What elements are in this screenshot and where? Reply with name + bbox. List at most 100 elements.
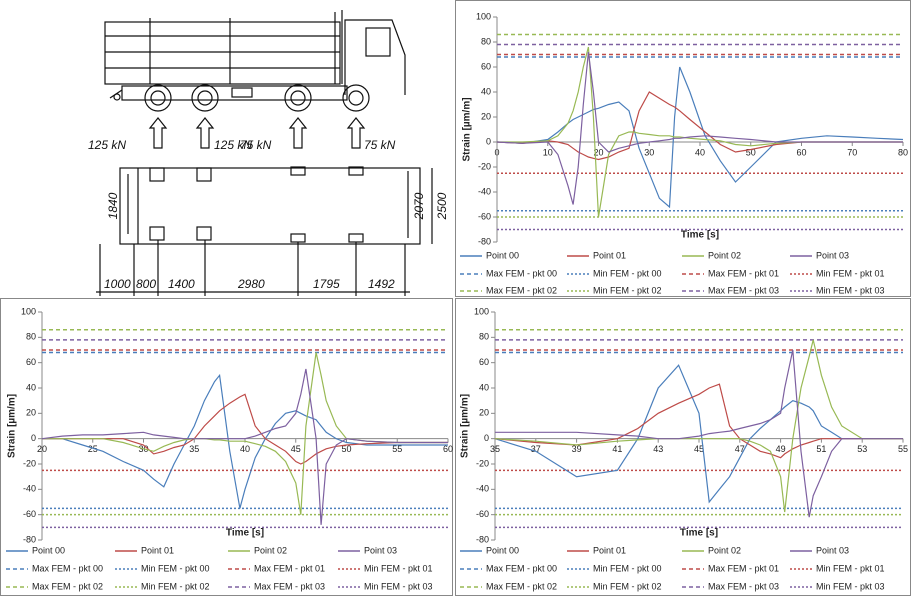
legend-label: Point 02 — [254, 545, 287, 555]
legend-label: Point 03 — [816, 545, 849, 555]
cargo-body — [105, 22, 340, 84]
y-tick-label: 80 — [26, 332, 36, 342]
x-tick-label: 45 — [291, 444, 301, 454]
wheel-pad — [349, 234, 363, 242]
x-tick-label: 35 — [189, 444, 199, 454]
x-tick-label: 60 — [796, 147, 806, 157]
figure: 125 kN 125 kN 75 kN 75 kN 1840 2070 2500… — [0, 0, 911, 596]
load-arrow — [197, 118, 213, 148]
y-axis-title: Strain [µm/m] — [462, 97, 473, 161]
legend-label: Min FEM - pkt 03 — [816, 285, 885, 295]
dim-label: 1795 — [313, 277, 340, 291]
legend-label: Point 01 — [593, 545, 626, 555]
wheel-pad — [197, 227, 211, 240]
legend-label: Min FEM - pkt 01 — [816, 268, 885, 278]
legend-label: Max FEM - pkt 01 — [708, 268, 779, 278]
load-arrow — [150, 118, 166, 148]
legend-label: Min FEM - pkt 02 — [593, 581, 662, 591]
legend-label: Max FEM - pkt 02 — [486, 285, 557, 295]
y-tick-label: -20 — [23, 458, 36, 468]
legend-label: Point 02 — [708, 250, 741, 260]
x-axis-title: Time [s] — [680, 528, 718, 539]
x-tick-label: 10 — [543, 147, 553, 157]
x-axis-title: Time [s] — [226, 528, 264, 539]
dim-label: 2500 — [435, 192, 449, 220]
wheel — [285, 85, 311, 111]
dim-label: 800 — [136, 277, 156, 291]
cab-window — [366, 28, 390, 56]
y-tick-label: -40 — [478, 186, 491, 196]
y-tick-label: 100 — [476, 11, 491, 21]
dim-label: 1000 — [104, 277, 131, 291]
legend-label: Point 00 — [486, 545, 519, 555]
wheel-pad — [150, 227, 164, 240]
wheel-pad — [291, 234, 305, 242]
legend-label: Min FEM - pkt 01 — [816, 563, 885, 573]
legend-label: Max FEM - pkt 02 — [486, 581, 557, 591]
legend-label: Min FEM - pkt 02 — [593, 285, 662, 295]
x-tick-label: 40 — [240, 444, 250, 454]
y-tick-label: -60 — [478, 211, 491, 221]
legend-label: Min FEM - pkt 01 — [364, 563, 433, 573]
y-tick-label: 20 — [479, 408, 489, 418]
x-axis-title: Time [s] — [681, 230, 719, 241]
y-tick-label: 80 — [481, 36, 491, 46]
x-tick-label: 40 — [695, 147, 705, 157]
legend-label: Max FEM - pkt 00 — [486, 268, 557, 278]
cab — [345, 20, 405, 95]
tank — [232, 88, 252, 97]
y-tick-label: -60 — [476, 509, 489, 519]
legend-label: Min FEM - pkt 00 — [593, 268, 662, 278]
y-tick-label: 0 — [484, 433, 489, 443]
wheel — [145, 85, 171, 111]
legend-label: Point 00 — [32, 545, 65, 555]
load-arrow — [348, 118, 364, 148]
load-label: 75 kN — [364, 138, 396, 152]
x-tick-label: 30 — [644, 147, 654, 157]
wheel-pad — [197, 168, 211, 181]
load-arrow — [290, 118, 306, 148]
y-tick-label: 80 — [479, 332, 489, 342]
legend-label: Max FEM - pkt 02 — [32, 581, 103, 591]
hub — [151, 91, 165, 105]
x-tick-label: 47 — [735, 444, 745, 454]
hitch-eye — [114, 94, 120, 100]
y-axis-title: Strain [µm/m] — [460, 394, 471, 458]
y-tick-label: 0 — [486, 136, 491, 146]
legend-label: Min FEM - pkt 03 — [816, 581, 885, 591]
x-tick-label: 70 — [847, 147, 857, 157]
load-label: 125 kN — [88, 138, 126, 152]
y-tick-label: -80 — [476, 534, 489, 544]
x-tick-label: 80 — [898, 147, 908, 157]
y-tick-label: 100 — [474, 306, 489, 316]
x-tick-label: 53 — [857, 444, 867, 454]
dim-label: 1400 — [168, 277, 195, 291]
x-tick-label: 55 — [898, 444, 908, 454]
legend-label: Max FEM - pkt 00 — [32, 563, 103, 573]
legend-label: Point 02 — [708, 545, 741, 555]
hub — [198, 91, 212, 105]
legend-label: Min FEM - pkt 00 — [593, 563, 662, 573]
legend-label: Max FEM - pkt 03 — [708, 285, 779, 295]
y-axis-title: Strain [µm/m] — [7, 394, 18, 458]
plan-outline — [120, 168, 420, 244]
legend-label: Max FEM - pkt 00 — [486, 563, 557, 573]
legend-label: Max FEM - pkt 01 — [254, 563, 325, 573]
y-tick-label: -80 — [478, 236, 491, 246]
y-tick-label: 60 — [26, 357, 36, 367]
dim-label: 1492 — [368, 277, 395, 291]
legend-label: Point 01 — [141, 545, 174, 555]
x-tick-label: 43 — [653, 444, 663, 454]
y-tick-label: -80 — [23, 534, 36, 544]
legend-label: Max FEM - pkt 03 — [254, 581, 325, 591]
y-tick-label: 40 — [481, 86, 491, 96]
y-tick-label: -20 — [476, 458, 489, 468]
y-tick-label: 40 — [26, 382, 36, 392]
y-tick-label: 0 — [31, 433, 36, 443]
legend-label: Point 03 — [364, 545, 397, 555]
x-tick-label: 41 — [612, 444, 622, 454]
legend-label: Max FEM - pkt 01 — [708, 563, 779, 573]
x-tick-label: 51 — [816, 444, 826, 454]
dim-label: 1840 — [106, 192, 120, 219]
y-tick-label: 100 — [21, 306, 36, 316]
